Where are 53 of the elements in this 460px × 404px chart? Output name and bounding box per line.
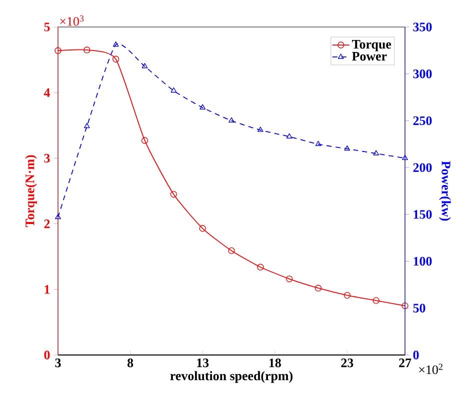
point <box>402 154 408 160</box>
point <box>286 133 292 138</box>
x-tick-label: 13 <box>197 358 209 368</box>
point <box>257 264 264 270</box>
y2-tick-label: 150 <box>414 210 432 219</box>
y2-tick-label: 50 <box>413 304 426 313</box>
point <box>344 145 350 151</box>
y-tick-label: 1 <box>44 285 50 294</box>
legend-label: Power <box>352 52 387 61</box>
x-tick-label: 8 <box>127 358 134 368</box>
point <box>344 292 351 299</box>
point <box>112 41 119 47</box>
y2-tick-label: 200 <box>413 163 432 172</box>
point <box>55 214 61 220</box>
point <box>54 47 62 54</box>
point <box>200 104 206 110</box>
point <box>373 150 380 156</box>
x-tick-label: 3 <box>55 358 61 368</box>
point <box>84 123 90 128</box>
y-axis-title: Torque(N·m) <box>25 155 37 228</box>
point <box>199 225 206 232</box>
y-tick-label: 0 <box>44 350 50 360</box>
y2-tick-label: 350 <box>413 22 432 32</box>
y-tick-label: 5 <box>44 22 50 32</box>
text: ×10$^{3}$ <box>60 15 84 26</box>
point <box>112 56 120 62</box>
x-tick-label: 18 <box>269 358 281 368</box>
y2-tick-label: 100 <box>414 256 432 266</box>
point <box>228 117 234 123</box>
point <box>372 297 380 304</box>
y-tick-label: 2 <box>44 220 50 228</box>
y2-tick-label: 0 <box>413 350 419 360</box>
y2-tick-label: 250 <box>413 116 432 126</box>
point <box>257 126 264 132</box>
point <box>314 284 322 292</box>
point <box>170 87 177 93</box>
point <box>170 190 178 198</box>
point <box>315 140 322 146</box>
legend-label: Torque <box>352 40 392 52</box>
y-tick-label: 4 <box>44 88 50 97</box>
point <box>141 137 148 144</box>
x-tick-label: 27 <box>399 358 412 368</box>
point <box>402 302 408 310</box>
y2-axis-title: Power(kw) <box>439 161 451 221</box>
point <box>142 63 148 68</box>
text: ×10$^{2}$ <box>419 364 442 374</box>
x-axis-title: revolution speed(rpm) <box>170 371 293 383</box>
point <box>228 247 235 254</box>
y-tick-label: 3 <box>44 154 50 163</box>
point <box>84 46 90 54</box>
y2-tick-label: 300 <box>413 69 432 78</box>
point <box>286 276 293 282</box>
x-tick-label: 23 <box>341 358 354 368</box>
